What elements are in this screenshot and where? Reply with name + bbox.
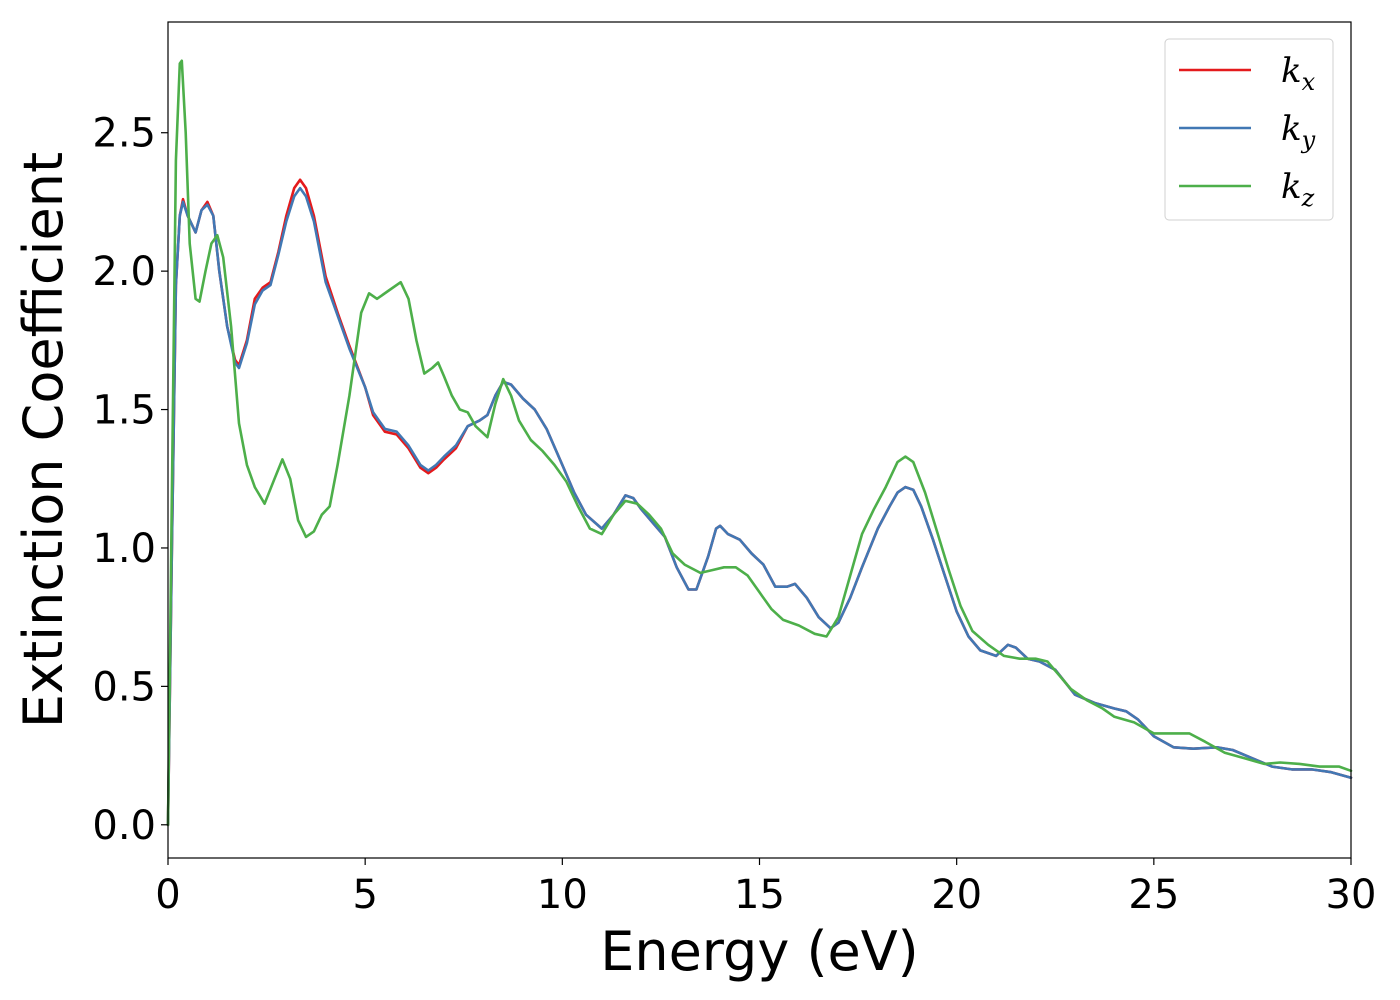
x-axis: 0 5 10 15 20 25 30 [155, 858, 1376, 918]
x-axis-title: Energy (eV) [600, 920, 919, 983]
x-tick-label: 30 [1326, 872, 1377, 918]
y-axis-title: Extinction Coefficient [12, 152, 75, 728]
y-tick-label: 2.0 [92, 249, 156, 295]
series-layer [166, 59, 1353, 827]
y-tick-label: 1.5 [92, 388, 156, 434]
x-tick-label: 0 [155, 872, 180, 918]
series-line-kz [166, 59, 1353, 827]
legend-box [1164, 38, 1334, 221]
y-tick-label: 2.5 [92, 111, 156, 157]
y-tick-label: 0.0 [92, 803, 156, 849]
y-tick-label: 0.5 [92, 664, 156, 710]
y-tick-label: 1.0 [92, 526, 156, 572]
x-tick-label: 10 [537, 872, 588, 918]
x-tick-label: 25 [1128, 872, 1179, 918]
x-tick-label: 5 [352, 872, 377, 918]
x-tick-label: 20 [931, 872, 982, 918]
x-tick-label: 15 [734, 872, 785, 918]
y-axis: 0.0 0.5 1.0 1.5 2.0 2.5 [92, 111, 168, 849]
